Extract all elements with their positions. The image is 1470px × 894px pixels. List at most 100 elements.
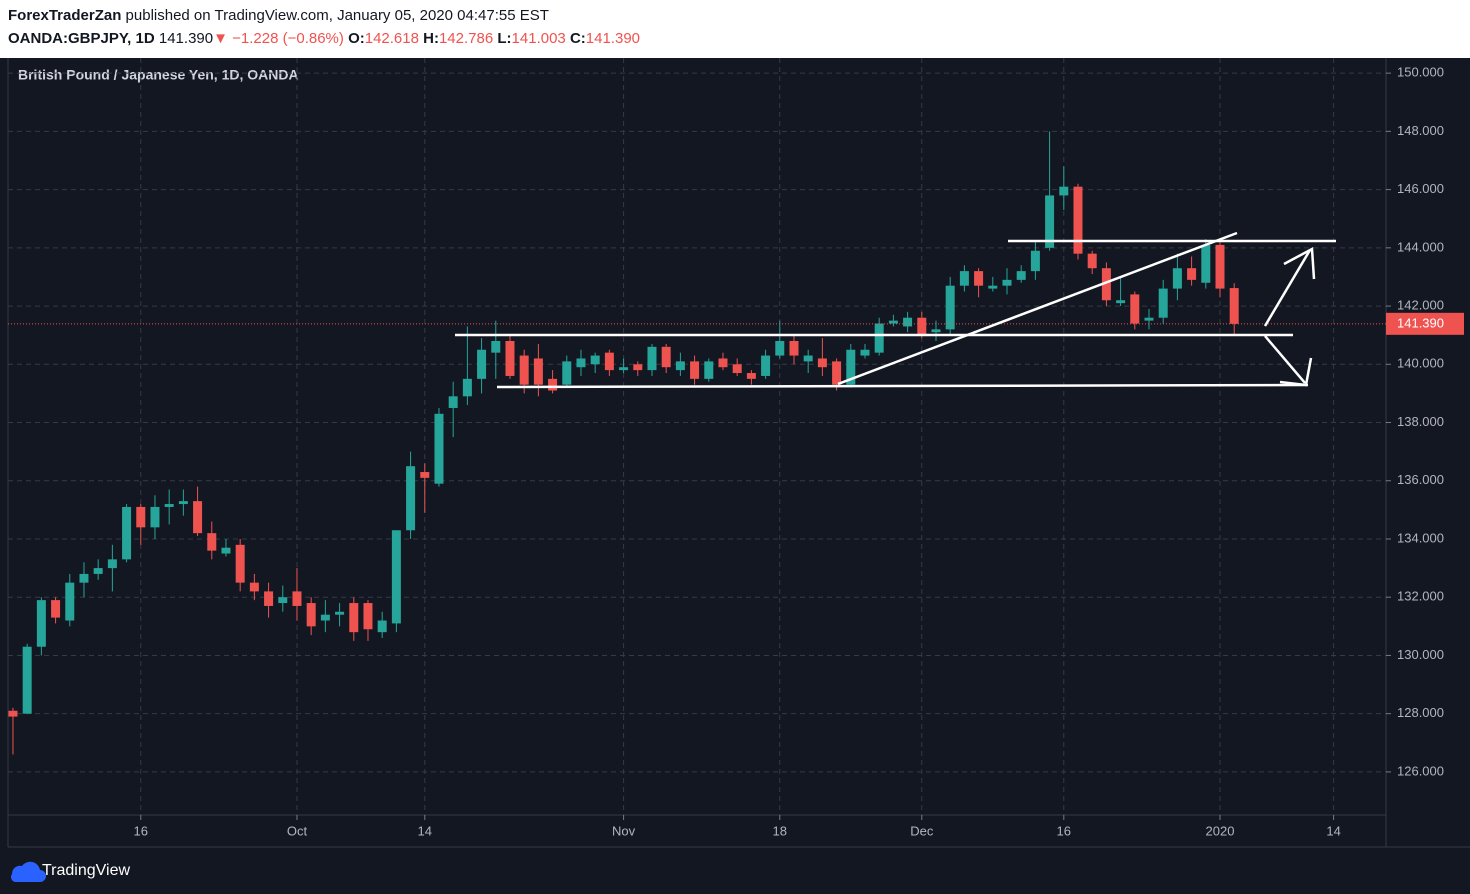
candle-body — [675, 361, 685, 371]
y-tick-label: 130.000 — [1397, 647, 1444, 662]
header: ForexTraderZan published on TradingView.… — [0, 0, 1470, 58]
arrow-down-head — [1279, 357, 1313, 387]
candle-body — [903, 317, 913, 327]
x-tick-label: Nov — [612, 823, 636, 838]
candle-body — [1215, 244, 1225, 289]
candle-body — [604, 352, 614, 371]
candle-body — [448, 396, 458, 408]
candle-body — [150, 506, 160, 528]
candle-body — [647, 346, 657, 371]
candle-body — [1116, 300, 1126, 304]
candle-body — [434, 413, 444, 484]
candle-body — [1158, 288, 1168, 318]
ohlc-label: L: — [497, 30, 512, 47]
y-tick-label: 148.000 — [1397, 123, 1444, 138]
x-tick-label: 2020 — [1206, 823, 1235, 838]
candle-body — [221, 547, 231, 554]
candle-body — [732, 364, 742, 374]
candle-body — [775, 341, 785, 356]
candle-body — [505, 341, 515, 376]
logo — [11, 861, 46, 882]
header-line: OANDA:GBPJPY, 1D 141.390▼ −1.228 (−0.86%… — [8, 30, 644, 47]
candle-body — [477, 349, 487, 379]
candle-body — [22, 646, 32, 714]
ohlc-value: 142.786 — [438, 30, 494, 47]
candle-body — [1187, 268, 1197, 280]
ohlc: O:142.618 H:142.786 L:141.003 C:141.390 — [348, 30, 644, 47]
candle-body — [36, 600, 46, 647]
candle-body — [974, 271, 984, 286]
candle-body — [548, 378, 558, 391]
candle-body — [888, 320, 898, 324]
candle-body — [292, 591, 302, 606]
candle-body — [491, 341, 501, 353]
x-tick-label: 18 — [773, 823, 787, 838]
candle-body — [590, 355, 600, 365]
candle-body — [278, 597, 288, 604]
candle-body — [335, 611, 345, 615]
candle-body — [1229, 288, 1239, 324]
price: 141.390 — [158, 30, 214, 47]
trend-line — [837, 231, 1238, 386]
candle-body — [1045, 195, 1055, 248]
candle-body — [633, 364, 643, 371]
ohlc-label: O: — [348, 30, 365, 47]
candle-body — [1144, 317, 1154, 321]
candle-body — [51, 600, 61, 618]
candle-body — [619, 367, 629, 371]
y-tick-label: 144.000 — [1397, 239, 1444, 254]
candle-body — [917, 317, 927, 336]
x-tick-label: 16 — [1057, 823, 1071, 838]
ohlc-value: 141.003 — [511, 30, 566, 47]
ohlc-label: H: — [423, 30, 439, 47]
candle-body — [789, 341, 799, 356]
candle-body — [462, 378, 472, 397]
candle-body — [1101, 268, 1111, 301]
header-line: ForexTraderZan published on TradingView.… — [8, 7, 549, 24]
candle-body — [122, 506, 132, 560]
candle-body — [320, 614, 330, 621]
candle-body — [207, 533, 217, 551]
x-tick-label: Dec — [910, 823, 934, 838]
y-tick-label: 138.000 — [1397, 414, 1444, 429]
candle-body — [718, 358, 728, 368]
y-tick-label: 136.000 — [1397, 472, 1444, 487]
candle-body — [860, 349, 870, 356]
candle-body — [93, 568, 103, 574]
candle-body — [249, 582, 259, 592]
candle-body — [576, 358, 586, 368]
candle-body — [690, 361, 700, 379]
candle-body — [533, 358, 543, 385]
candle-body — [931, 329, 941, 333]
annotations — [455, 231, 1336, 389]
footer: TradingView — [11, 861, 130, 882]
candle-body — [761, 355, 771, 376]
candle-body — [562, 361, 572, 385]
published: published on TradingView.com, January 05… — [125, 7, 549, 24]
change: −1.228 (−0.86%) — [232, 30, 344, 47]
brand: TradingView — [42, 862, 130, 879]
arrow-down — [1264, 335, 1306, 384]
candle-body — [420, 472, 430, 478]
candle-body — [264, 591, 274, 606]
last-price-box — [1386, 312, 1464, 335]
candle-body — [136, 506, 146, 528]
candle-body — [1030, 250, 1040, 272]
y-tick-label: 140.000 — [1397, 356, 1444, 371]
arrow-up — [1263, 249, 1312, 327]
candle-body — [235, 544, 245, 583]
y-tick-label: 132.000 — [1397, 589, 1444, 604]
candle-body — [1201, 244, 1211, 283]
candle-body — [349, 603, 359, 633]
chart-title: British Pound / Japanese Yen, 1D, OANDA — [18, 67, 299, 83]
author: ForexTraderZan — [8, 7, 122, 24]
candle-body — [363, 603, 373, 630]
x-tick-label: 14 — [418, 823, 432, 838]
x-tick-label: Oct — [287, 823, 308, 838]
candle-body — [1087, 253, 1097, 269]
candle-body — [704, 361, 714, 379]
candle-body — [1073, 186, 1083, 254]
candle-body — [988, 285, 998, 289]
